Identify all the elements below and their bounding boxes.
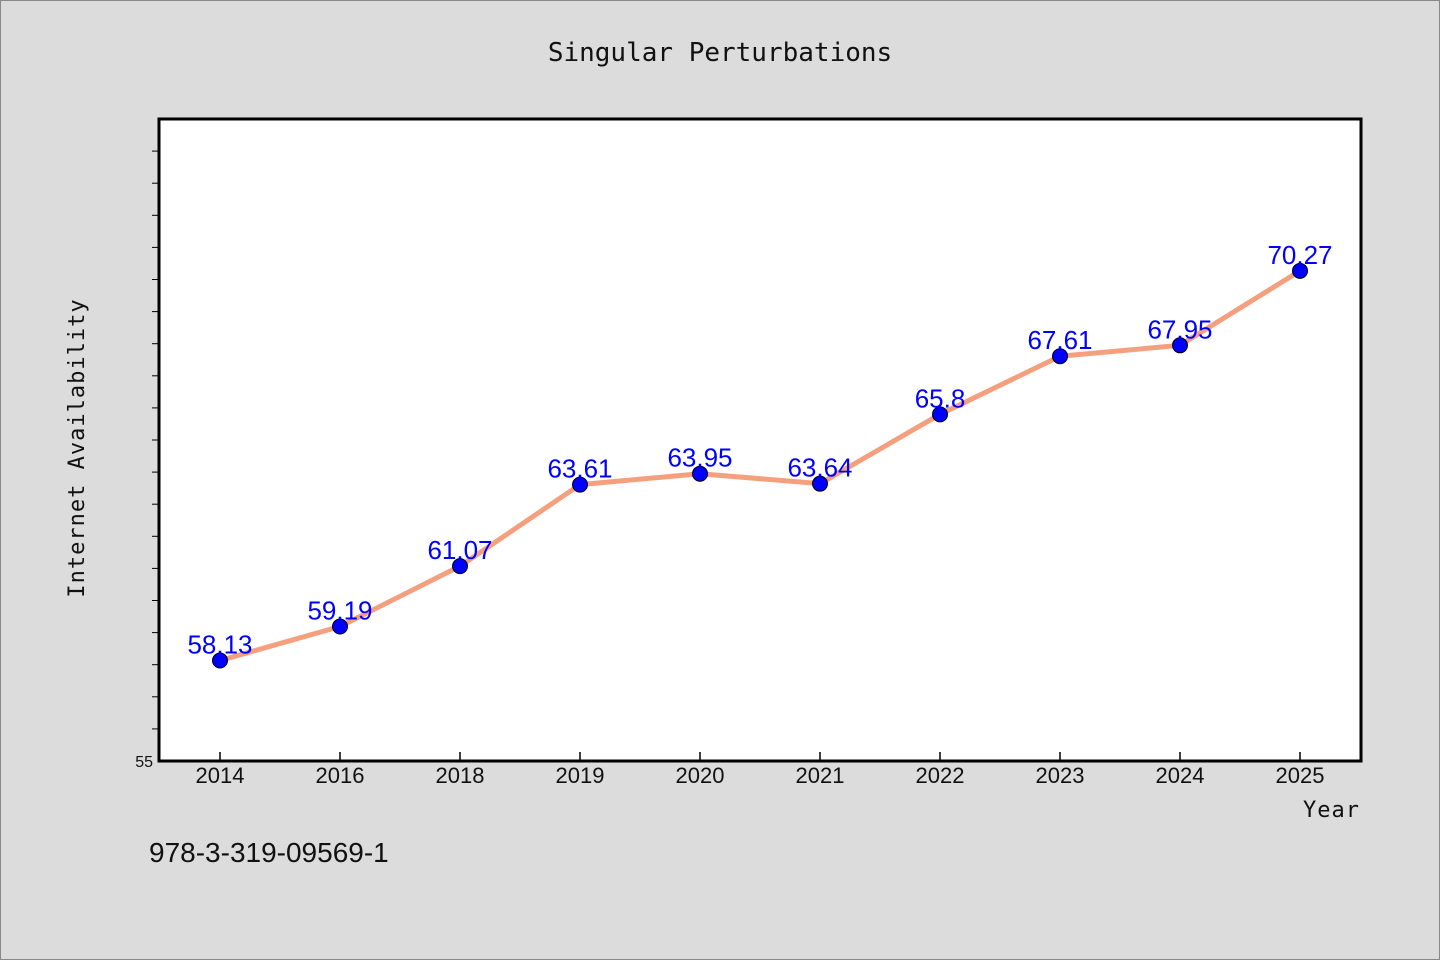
x-tick-label: 2014: [196, 763, 245, 788]
data-label: 61.07: [427, 535, 492, 565]
data-label: 63.64: [787, 453, 852, 483]
footnote-isbn: 978-3-319-09569-1: [149, 837, 389, 868]
x-tick-label: 2019: [556, 763, 605, 788]
data-labels: 58.13 59.19 61.07 63.61 63.95 63.64 65.8 67.61 6…: [187, 240, 1332, 660]
data-point: [1052, 348, 1068, 365]
x-tick-label: 2024: [1156, 763, 1205, 788]
x-tick-label: 2021: [796, 763, 845, 788]
plot-area: [157, 117, 1363, 763]
data-label: 59.19: [307, 596, 372, 626]
x-axis-label: Year: [1303, 798, 1360, 823]
data-label: 58.13: [187, 630, 252, 660]
data-label: 67.61: [1027, 325, 1092, 355]
data-point: [1292, 262, 1308, 279]
x-tick-label: 2022: [916, 763, 965, 788]
y-axis-ticks: 55: [135, 150, 159, 771]
data-point: [572, 476, 588, 493]
data-point: [1172, 337, 1188, 354]
x-axis-ticks: 2014 2016 2018 2019 2020 2021 2022 2023 2024 2025: [196, 752, 1325, 788]
x-tick-label: 2018: [436, 763, 485, 788]
data-label: 63.61: [547, 454, 612, 484]
data-point: [332, 618, 348, 635]
data-label: 63.95: [667, 443, 732, 473]
series-line: [217, 268, 1303, 664]
data-markers: [212, 262, 1308, 669]
data-label: 67.95: [1147, 314, 1212, 344]
data-point: [692, 465, 708, 482]
data-label: 65.8: [915, 383, 966, 413]
x-tick-label: 2025: [1276, 763, 1325, 788]
data-point: [932, 406, 948, 423]
data-point: [212, 652, 228, 669]
chart-title: Singular Perturbations: [548, 38, 892, 68]
data-point: [812, 475, 828, 492]
data-point: [452, 558, 468, 575]
x-tick-label: 2016: [316, 763, 365, 788]
y-axis-label: Internet Availability: [65, 298, 90, 597]
x-tick-label: 2020: [676, 763, 725, 788]
y-tick-label: 55: [135, 754, 153, 771]
data-label: 70.27: [1267, 240, 1332, 270]
x-tick-label: 2023: [1036, 763, 1085, 788]
